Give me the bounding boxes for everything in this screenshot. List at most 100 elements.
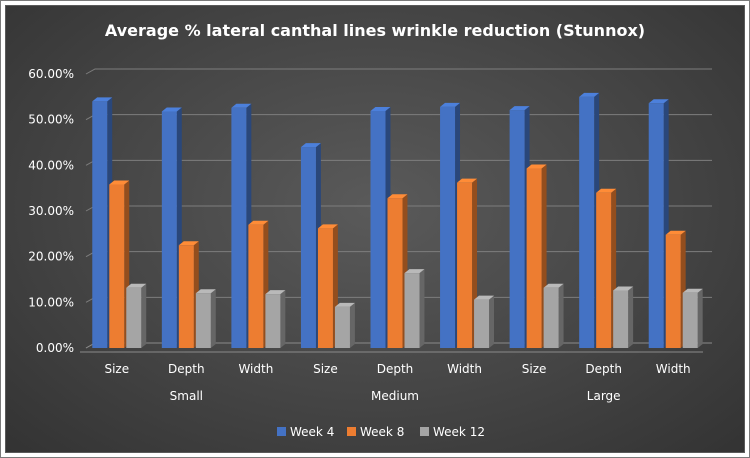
bar-front: [387, 198, 403, 348]
y-tick-label: 10.00%: [28, 295, 74, 309]
bar-front: [161, 111, 177, 349]
bar: [648, 99, 669, 348]
bar-top: [334, 302, 355, 307]
legend-label: Week 8: [360, 425, 404, 439]
legend-label: Week 12: [433, 425, 485, 439]
bar: [579, 92, 600, 348]
x-tick-label: Depth: [585, 362, 622, 376]
bar-front: [404, 273, 420, 348]
bar: [126, 283, 147, 348]
bar-top: [404, 269, 425, 274]
x-tick-label: Depth: [168, 362, 205, 376]
legend-swatch: [277, 427, 286, 436]
bar-front: [370, 110, 386, 349]
bar: [109, 180, 130, 348]
legend-item: Week 4: [277, 425, 334, 439]
bar-front: [543, 287, 559, 348]
bar-front: [526, 168, 542, 348]
bar-top: [613, 286, 634, 291]
y-axis-ticks: 0.00% 10.00% 20.00% 30.00% 40.00% 50.00% 60.00…: [28, 67, 74, 355]
x-group-label: Medium: [371, 389, 419, 403]
bar-top: [457, 178, 478, 183]
bar-side: [210, 289, 216, 348]
bar: [231, 103, 252, 348]
bar-top: [92, 97, 113, 102]
bar-side: [697, 288, 703, 348]
bar-side: [419, 269, 425, 348]
bar-top: [509, 106, 530, 111]
chart-title: Average % lateral canthal lines wrinkle …: [105, 21, 645, 40]
bar-top: [526, 164, 547, 169]
bar-top: [387, 194, 408, 199]
bar: [596, 188, 617, 348]
y-tick-label: 40.00%: [28, 158, 74, 172]
y-tick-label: 60.00%: [28, 67, 74, 81]
legend-label: Week 4: [290, 425, 334, 439]
bar-front: [613, 290, 629, 348]
bar: [440, 102, 461, 348]
bar-front: [457, 182, 473, 348]
bar: [92, 97, 113, 349]
bar-top: [265, 290, 286, 295]
bar: [370, 106, 391, 349]
bar: [387, 194, 408, 348]
bar-top: [474, 295, 495, 300]
bar: [457, 178, 478, 348]
bar-front: [334, 306, 350, 348]
bar-top: [161, 107, 182, 112]
bar-front: [265, 294, 281, 348]
bar-side: [141, 283, 147, 348]
bar-front: [682, 292, 698, 348]
bar: [665, 230, 686, 348]
legend: Week 4 Week 8 Week 12: [277, 425, 485, 439]
bar-top: [543, 283, 564, 288]
bar: [300, 143, 321, 348]
bar-top: [682, 288, 703, 293]
x-tick-label: Depth: [377, 362, 414, 376]
bar-top: [231, 103, 252, 108]
bar-front: [317, 228, 333, 348]
legend-item: Week 12: [420, 425, 485, 439]
bar-top: [300, 143, 321, 148]
bar-front: [178, 245, 194, 348]
bar-front: [509, 110, 525, 349]
legend-item: Week 8: [347, 425, 404, 439]
x-tick-label: Width: [656, 362, 691, 376]
bar: [613, 286, 634, 348]
bar: [195, 289, 216, 348]
bar-top: [596, 188, 617, 193]
bar-front: [300, 147, 316, 348]
bar-top: [440, 102, 461, 107]
bar-front: [440, 106, 456, 348]
y-tick-label: 20.00%: [28, 250, 74, 264]
bar-top: [109, 180, 130, 185]
bar-side: [489, 295, 495, 348]
bar-front: [195, 293, 211, 348]
chart-area: Average % lateral canthal lines wrinkle …: [5, 5, 745, 453]
bar-top: [178, 241, 199, 246]
bar-top: [648, 99, 669, 104]
x-group-label: Small: [170, 389, 203, 403]
legend-swatch: [420, 427, 429, 436]
bar-top: [126, 283, 147, 288]
bar: [526, 164, 547, 348]
bar-top: [579, 92, 600, 97]
x-axis-groups: Small Medium Large: [170, 389, 621, 403]
bar-side: [280, 290, 286, 348]
bar: [474, 295, 495, 348]
y-tick-label: 50.00%: [28, 113, 74, 127]
x-tick-label: Size: [522, 362, 547, 376]
y-tick-label: 0.00%: [36, 341, 74, 355]
bar: [178, 241, 199, 348]
x-group-label: Large: [587, 389, 621, 403]
gridline: [85, 68, 712, 75]
bar-front: [596, 192, 612, 348]
bar: [334, 302, 355, 348]
bar-side: [349, 302, 355, 348]
x-axis-ticks: Size Depth Width Size Depth Width Size Depth Wid…: [104, 362, 690, 376]
bar: [404, 269, 425, 348]
bar-front: [648, 103, 664, 348]
bar-chart: Average % lateral canthal lines wrinkle …: [28, 21, 712, 439]
bar-top: [370, 106, 391, 111]
